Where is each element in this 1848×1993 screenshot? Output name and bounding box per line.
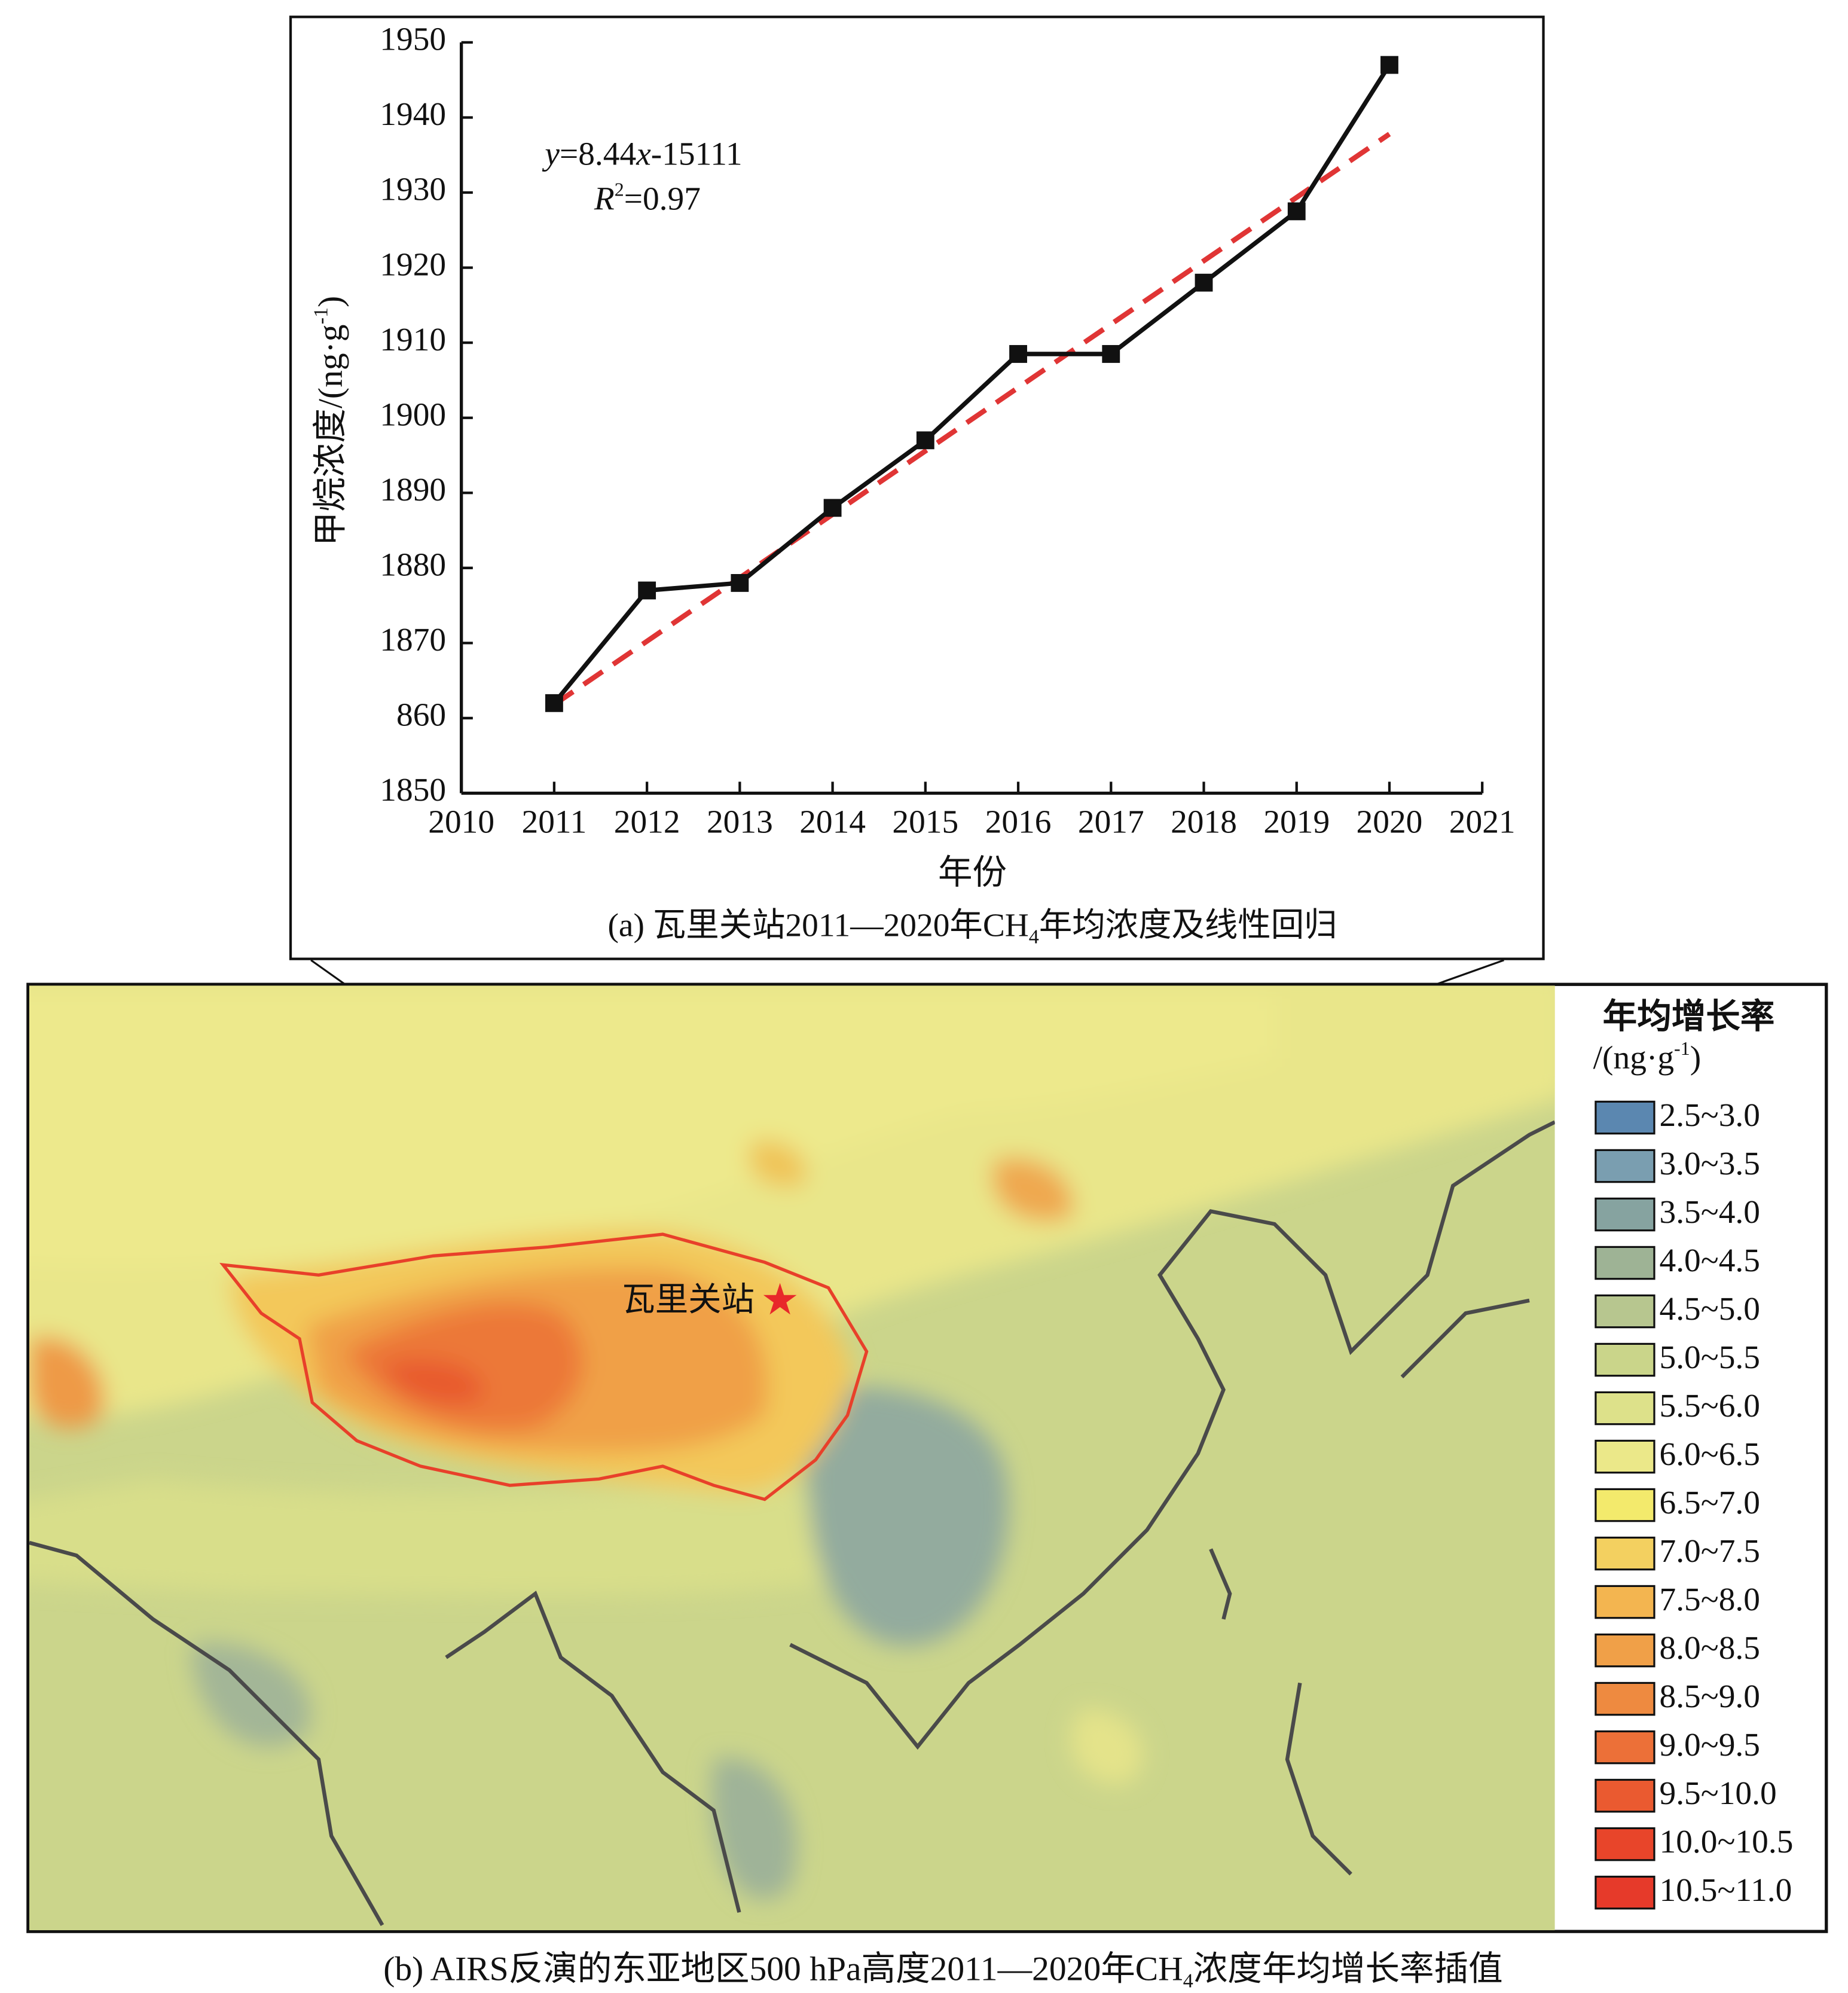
legend-swatch [1595, 1100, 1655, 1135]
x-tick-label: 2016 [985, 804, 1052, 840]
data-point [1009, 345, 1027, 363]
legend-swatch [1595, 1391, 1655, 1426]
legend-swatch [1595, 1875, 1655, 1910]
caption-b: (b) AIRS反演的东亚地区500 hPa高度2011—2020年CH4浓度年… [383, 1951, 1502, 1992]
data-point [1195, 273, 1213, 292]
legend-swatch [1595, 1778, 1655, 1813]
legend-swatch [1595, 1536, 1655, 1571]
legend-swatch [1595, 1149, 1655, 1183]
x-tick-label: 2019 [1263, 804, 1330, 840]
legend-swatch [1595, 1585, 1655, 1619]
legend-swatch [1595, 1294, 1655, 1329]
legend-label: 5.5~6.0 [1660, 1387, 1760, 1424]
legend-label: 8.5~9.0 [1660, 1678, 1760, 1714]
data-point [1287, 202, 1306, 221]
legend-label: 9.5~10.0 [1660, 1775, 1777, 1811]
legend-swatch [1595, 1246, 1655, 1280]
legend-swatch [1595, 1681, 1655, 1716]
x-tick-label: 2017 [1078, 804, 1144, 840]
legend-label: 10.0~10.5 [1660, 1823, 1794, 1860]
legend-title: 年均增长率 [1603, 997, 1775, 1036]
data-line [552, 63, 1392, 705]
legend-swatch [1595, 1730, 1655, 1765]
legend-swatch [1595, 1197, 1655, 1232]
legend-label: 6.0~6.5 [1660, 1436, 1760, 1472]
legend-label: 10.5~11.0 [1660, 1872, 1792, 1908]
data-point [638, 581, 656, 600]
legend-swatch [1595, 1827, 1655, 1861]
y-tick-label: 1850 [380, 771, 446, 808]
y-tick-label: 1900 [380, 396, 446, 432]
legend-label: 6.5~7.0 [1660, 1484, 1760, 1521]
data-point [545, 694, 563, 712]
x-tick-label: 2013 [707, 804, 773, 840]
data-point [916, 431, 934, 450]
y-tick-label: 1880 [380, 547, 446, 583]
legend-label: 4.0~4.5 [1660, 1242, 1760, 1278]
legend-label: 2.5~3.0 [1660, 1097, 1760, 1133]
x-tick-label: 2018 [1171, 804, 1237, 840]
legend-swatch [1595, 1439, 1655, 1474]
station-star: ★ [760, 1275, 799, 1324]
r-squared: R2=0.97 [594, 179, 701, 216]
legend-swatch [1595, 1633, 1655, 1668]
x-tick-label: 2010 [428, 804, 494, 840]
legend-label: 9.0~9.5 [1660, 1726, 1760, 1763]
x-tick-label: 2014 [799, 804, 866, 840]
x-tick-label: 2012 [614, 804, 680, 840]
data-point [731, 574, 749, 592]
y-tick-label: 1890 [380, 471, 446, 508]
panel-a-frame [289, 16, 1545, 960]
x-tick-label: 2021 [1449, 804, 1516, 840]
data-point [1380, 56, 1398, 74]
legend-label: 5.0~5.5 [1660, 1339, 1760, 1375]
x-tick-label: 2020 [1357, 804, 1423, 840]
y-tick-label: 1910 [380, 321, 446, 358]
x-tick-label: 2011 [522, 804, 587, 840]
y-tick-label: 1950 [380, 21, 446, 57]
legend-label: 7.5~8.0 [1660, 1581, 1760, 1617]
trend-line [552, 132, 1391, 707]
y-axis-label: 甲烷浓度/(ng·g-1) [310, 296, 350, 546]
map [29, 985, 1555, 1930]
legend-label: 7.0~7.5 [1660, 1533, 1760, 1569]
legend-unit: /(ng·g-1) [1593, 1038, 1701, 1075]
data-point [1102, 345, 1120, 363]
legend-swatch [1595, 1342, 1655, 1377]
y-tick-label: 860 [396, 697, 446, 733]
station-label: 瓦里关站 [622, 1281, 755, 1318]
legend-label: 3.5~4.0 [1660, 1194, 1760, 1230]
legend-label: 4.5~5.0 [1660, 1290, 1760, 1327]
x-axis-label: 年份 [938, 854, 1007, 892]
caption-a: (a) 瓦里关站2011—2020年CH4年均浓度及线性回归 [607, 907, 1337, 948]
y-tick-label: 1870 [380, 621, 446, 658]
x-tick-label: 2015 [892, 804, 958, 840]
y-tick-label: 1920 [380, 246, 446, 282]
legend-swatch [1595, 1488, 1655, 1522]
data-point [823, 499, 842, 517]
y-tick-label: 1940 [380, 96, 446, 132]
y-tick-label: 1930 [380, 171, 446, 207]
equation: y=8.44x-15111 [542, 135, 742, 172]
legend-label: 8.0~8.5 [1660, 1629, 1760, 1666]
legend-label: 3.0~3.5 [1660, 1145, 1760, 1182]
